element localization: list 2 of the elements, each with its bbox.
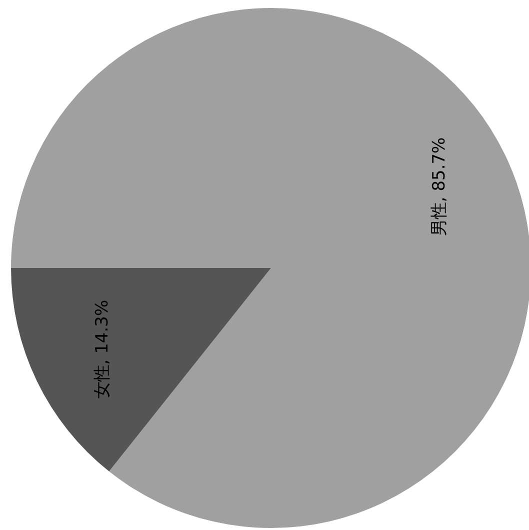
slice-label: 男性, 85.7% [430,137,450,236]
slice-label: 女性, 14.3% [92,300,112,399]
